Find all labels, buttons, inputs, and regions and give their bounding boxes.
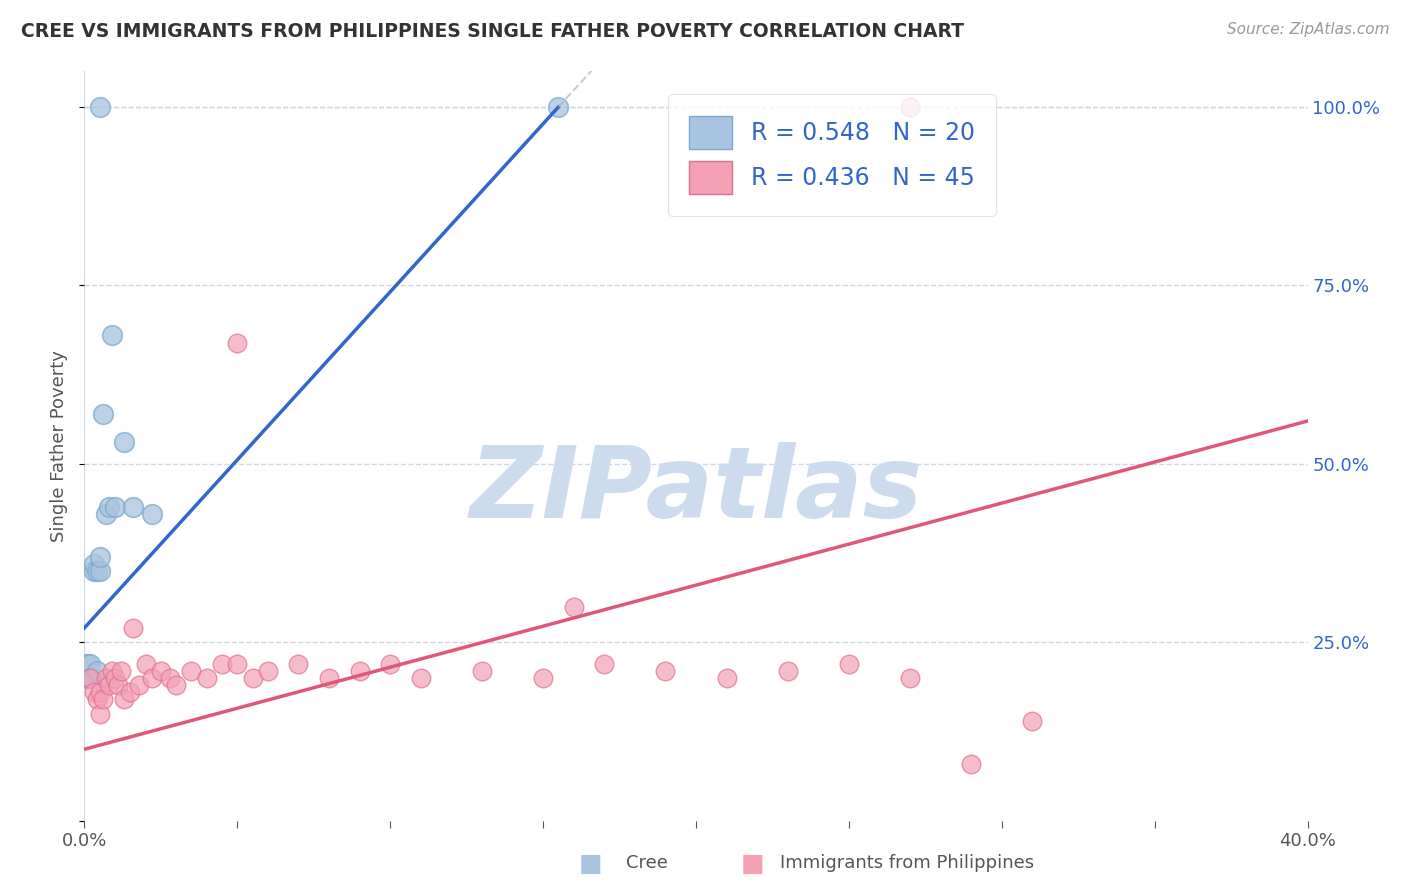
Point xyxy=(86,564,108,578)
Point xyxy=(776,664,799,678)
Point xyxy=(122,500,145,514)
Point xyxy=(83,685,105,699)
Point xyxy=(79,671,101,685)
Point xyxy=(79,657,101,671)
Point xyxy=(318,671,340,685)
Point xyxy=(531,671,554,685)
Point xyxy=(86,664,108,678)
Point xyxy=(91,407,114,421)
Point xyxy=(716,671,738,685)
Point xyxy=(101,328,124,343)
Point xyxy=(89,564,111,578)
Point xyxy=(287,657,309,671)
Point xyxy=(547,100,569,114)
Text: Immigrants from Philippines: Immigrants from Philippines xyxy=(780,855,1035,872)
Text: ■: ■ xyxy=(741,852,763,875)
Y-axis label: Single Father Poverty: Single Father Poverty xyxy=(51,350,69,542)
Point xyxy=(257,664,280,678)
Point xyxy=(180,664,202,678)
Point xyxy=(1021,714,1043,728)
Point xyxy=(83,557,105,571)
Point xyxy=(593,657,616,671)
Point xyxy=(349,664,371,678)
Point xyxy=(94,507,117,521)
Point xyxy=(135,657,157,671)
Point xyxy=(562,599,585,614)
Point xyxy=(104,671,127,685)
Point xyxy=(89,685,111,699)
Point xyxy=(122,621,145,635)
Point xyxy=(110,664,132,678)
Point xyxy=(128,678,150,692)
Point xyxy=(76,657,98,671)
Point xyxy=(107,678,129,692)
Point xyxy=(242,671,264,685)
Point xyxy=(195,671,218,685)
Point xyxy=(165,678,187,692)
Text: ZIPatlas: ZIPatlas xyxy=(470,442,922,540)
Text: ■: ■ xyxy=(579,852,602,875)
Point xyxy=(83,564,105,578)
Point xyxy=(211,657,233,671)
Point xyxy=(409,671,432,685)
Point xyxy=(898,671,921,685)
Point xyxy=(159,671,181,685)
Point xyxy=(898,100,921,114)
Point xyxy=(76,671,98,685)
Point xyxy=(226,335,249,350)
Point xyxy=(104,500,127,514)
Point xyxy=(112,435,135,450)
Point xyxy=(97,678,120,692)
Point xyxy=(89,549,111,564)
Legend: R = 0.548   N = 20, R = 0.436   N = 45: R = 0.548 N = 20, R = 0.436 N = 45 xyxy=(668,95,995,216)
Point xyxy=(226,657,249,671)
Point xyxy=(79,671,101,685)
Point xyxy=(838,657,860,671)
Point xyxy=(91,692,114,706)
Point xyxy=(654,664,676,678)
Point xyxy=(89,100,111,114)
Text: Source: ZipAtlas.com: Source: ZipAtlas.com xyxy=(1226,22,1389,37)
Point xyxy=(960,756,983,771)
Point xyxy=(471,664,494,678)
Point xyxy=(149,664,172,678)
Text: Cree: Cree xyxy=(626,855,668,872)
Point xyxy=(380,657,402,671)
Text: CREE VS IMMIGRANTS FROM PHILIPPINES SINGLE FATHER POVERTY CORRELATION CHART: CREE VS IMMIGRANTS FROM PHILIPPINES SING… xyxy=(21,22,965,41)
Point xyxy=(120,685,142,699)
Point xyxy=(141,671,163,685)
Point xyxy=(86,692,108,706)
Point xyxy=(97,500,120,514)
Point xyxy=(112,692,135,706)
Point xyxy=(141,507,163,521)
Point xyxy=(89,706,111,721)
Point xyxy=(94,671,117,685)
Point xyxy=(101,664,124,678)
